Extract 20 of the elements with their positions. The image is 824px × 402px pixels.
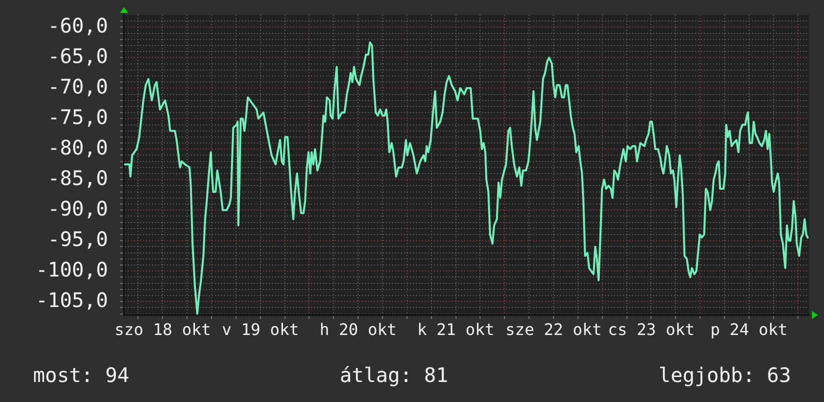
text: most: 94 [33, 362, 130, 388]
x-tick-label: v 19 okt [222, 320, 299, 339]
x-tick-label: cs 23 okt [608, 320, 695, 339]
y-tick-label: -105,0 [36, 288, 108, 312]
y-tick-label: -95,0 [48, 226, 108, 251]
y-tick-label: -85,0 [48, 166, 108, 190]
x-tick-label: sze 22 okt [505, 320, 602, 339]
x-tick-label: h 20 okt [320, 320, 397, 339]
text: legjobb: 63 [658, 362, 791, 388]
y-tick-label: -90,0 [48, 196, 108, 220]
x-tick-label: k 21 okt [417, 320, 494, 339]
y-tick-label: -75,0 [48, 104, 108, 129]
x-tick-label: szo 18 okt [114, 320, 211, 339]
y-tick-label: -65,0 [48, 44, 108, 68]
text: átlag: 81 [340, 362, 448, 388]
y-tick-label: -60,0 [48, 13, 108, 38]
y-tick-label: -100,0 [36, 257, 108, 282]
y-tick-label: -70,0 [48, 74, 108, 98]
y-tick-label: -80,0 [48, 135, 108, 160]
x-tick-label: p 24 okt [710, 320, 788, 339]
